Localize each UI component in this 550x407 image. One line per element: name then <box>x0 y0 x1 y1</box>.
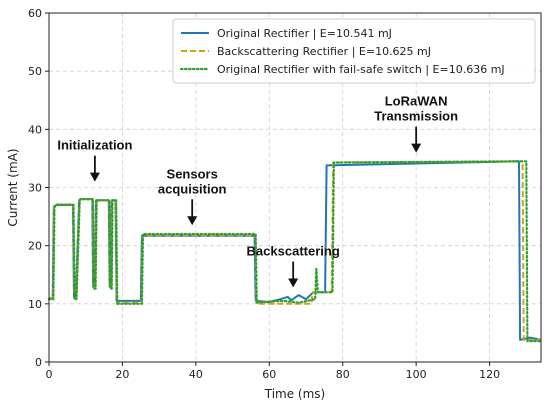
series-group <box>47 160 543 343</box>
x-tick-label: 100 <box>406 368 427 381</box>
x-tick-label: 40 <box>189 368 203 381</box>
legend-entry-1: Original Rectifier | E=10.541 mJ <box>217 27 392 40</box>
legend-entry-2: Backscattering Rectifier | E=10.625 mJ <box>217 45 431 58</box>
annotation-arrow-head <box>187 216 198 226</box>
x-axis-label: Time (ms) <box>264 387 326 401</box>
y-tick-label: 40 <box>28 123 42 136</box>
y-tick-label: 60 <box>28 7 42 20</box>
annotation-label: Initialization <box>57 138 132 153</box>
annotation-label: Backscattering <box>247 244 340 259</box>
y-tick-label: 0 <box>35 356 42 369</box>
legend-entry-3: Original Rectifier with fail-safe switch… <box>217 63 505 76</box>
annotations-group: Initialization Sensors acquisition Backscat… <box>57 94 458 288</box>
x-tick-label: 20 <box>115 368 129 381</box>
x-tick-label: 80 <box>336 368 350 381</box>
annotation-arrow-head <box>288 278 299 288</box>
y-tick-label: 50 <box>28 65 42 78</box>
annotation-arrow-head <box>89 172 100 182</box>
x-tick-label: 0 <box>46 368 53 381</box>
annotation-label: LoRaWAN Transmission <box>374 94 458 124</box>
series-line-3 <box>47 160 543 343</box>
legend-box <box>172 18 536 84</box>
y-tick-label: 10 <box>28 298 42 311</box>
y-axis-label: Current (mA) <box>6 148 20 226</box>
axis-ticks: 0 20 40 60 80 100 120 0 10 20 30 40 50 60 <box>28 7 500 381</box>
x-tick-label: 120 <box>479 368 500 381</box>
annotation-label: Sensors acquisition <box>158 166 227 196</box>
y-tick-label: 30 <box>28 182 42 195</box>
y-tick-label: 20 <box>28 240 42 253</box>
x-tick-label: 60 <box>262 368 276 381</box>
annotation-arrow-head <box>411 143 422 153</box>
legend: Original Rectifier | E=10.541 mJ Backscat… <box>172 18 536 84</box>
